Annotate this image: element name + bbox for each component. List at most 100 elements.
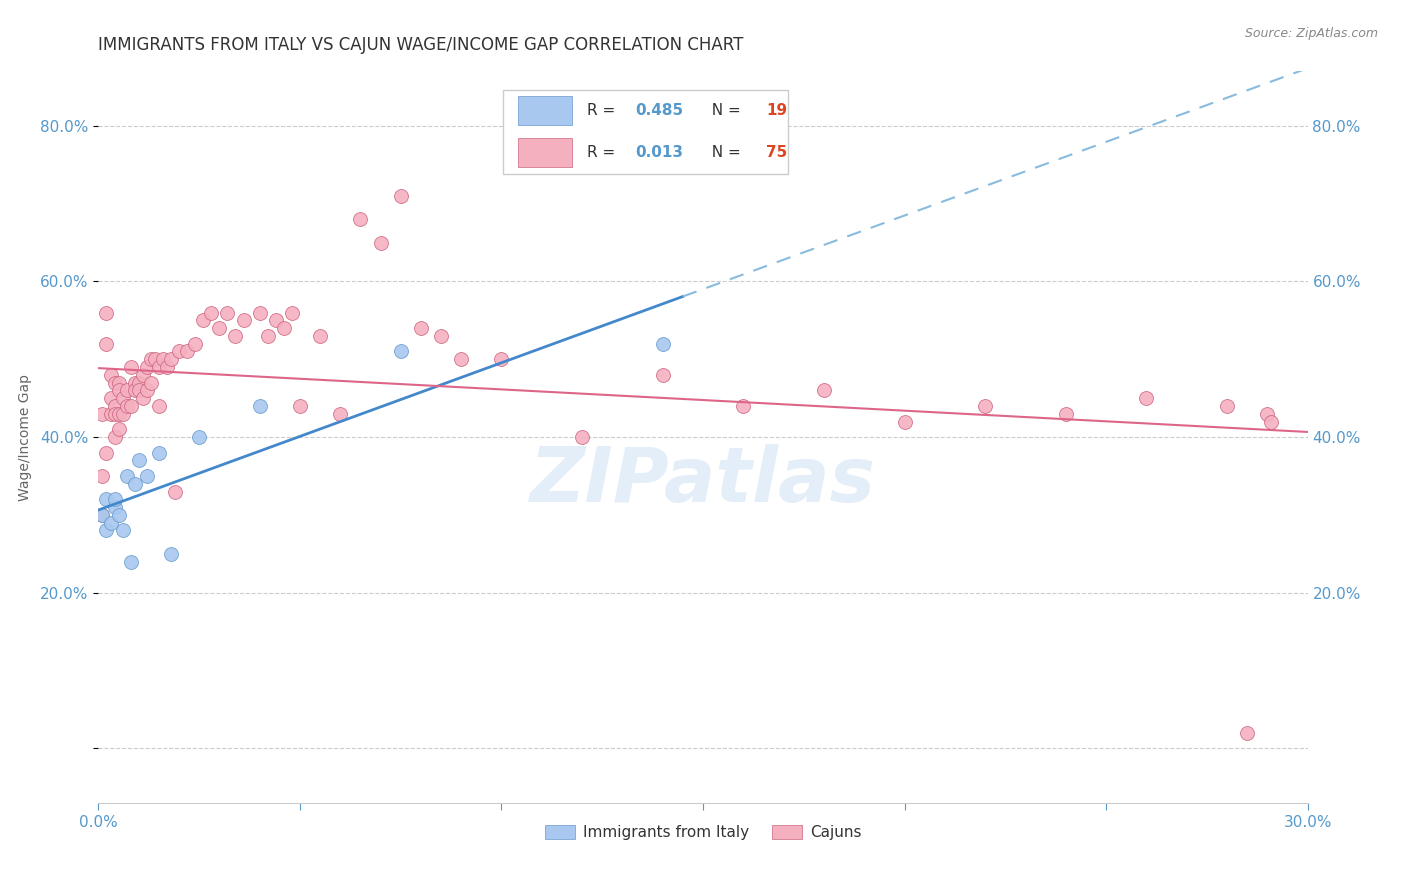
Point	[651, 336, 673, 351]
Point	[309, 329, 332, 343]
Point	[651, 368, 673, 382]
Point	[571, 430, 593, 444]
Point	[1135, 391, 1157, 405]
Point	[1256, 407, 1278, 421]
Point	[103, 492, 125, 507]
Point	[160, 547, 183, 561]
Point	[1216, 399, 1239, 413]
Text: R =: R =	[586, 145, 620, 161]
Point	[193, 313, 215, 327]
Point	[491, 352, 513, 367]
Point	[107, 422, 129, 436]
Text: ZIPatlas: ZIPatlas	[530, 444, 876, 518]
Point	[430, 329, 453, 343]
Text: IMMIGRANTS FROM ITALY VS CAJUN WAGE/INCOME GAP CORRELATION CHART: IMMIGRANTS FROM ITALY VS CAJUN WAGE/INCO…	[98, 36, 744, 54]
Point	[389, 189, 412, 203]
Legend: Immigrants from Italy, Cajuns: Immigrants from Italy, Cajuns	[538, 819, 868, 847]
Point	[132, 368, 155, 382]
Point	[249, 399, 271, 413]
Point	[264, 313, 287, 327]
Point	[974, 399, 997, 413]
Point	[370, 235, 392, 250]
Point	[124, 376, 146, 390]
Point	[132, 391, 155, 405]
Point	[389, 344, 412, 359]
Point	[217, 305, 239, 319]
FancyBboxPatch shape	[517, 138, 572, 168]
Point	[281, 305, 304, 319]
Point	[224, 329, 246, 343]
Point	[120, 399, 142, 413]
Text: 0.013: 0.013	[636, 145, 683, 161]
Point	[111, 524, 134, 538]
Point	[184, 336, 207, 351]
FancyBboxPatch shape	[503, 90, 787, 174]
Text: N =: N =	[702, 145, 745, 161]
Point	[208, 321, 231, 335]
Text: R =: R =	[586, 103, 620, 118]
Point	[115, 399, 138, 413]
Text: 75: 75	[766, 145, 787, 161]
Point	[103, 430, 125, 444]
Point	[107, 384, 129, 398]
Point	[120, 359, 142, 374]
Point	[249, 305, 271, 319]
Point	[148, 359, 170, 374]
Point	[107, 508, 129, 522]
Point	[1054, 407, 1077, 421]
Point	[91, 469, 114, 483]
Point	[128, 376, 150, 390]
Point	[329, 407, 352, 421]
Point	[128, 384, 150, 398]
Point	[139, 376, 162, 390]
Point	[200, 305, 222, 319]
Point	[163, 484, 186, 499]
Point	[139, 352, 162, 367]
Point	[188, 430, 211, 444]
Point	[176, 344, 198, 359]
Point	[148, 445, 170, 459]
Point	[91, 508, 114, 522]
Point	[111, 407, 134, 421]
Point	[160, 352, 183, 367]
Point	[96, 336, 118, 351]
Point	[156, 359, 179, 374]
Point	[1260, 415, 1282, 429]
Point	[288, 399, 311, 413]
Point	[152, 352, 174, 367]
Point	[256, 329, 278, 343]
Point	[100, 407, 122, 421]
Point	[103, 407, 125, 421]
Point	[96, 524, 118, 538]
Point	[128, 453, 150, 467]
Point	[232, 313, 254, 327]
Point	[96, 492, 118, 507]
Text: 0.485: 0.485	[636, 103, 683, 118]
Point	[120, 555, 142, 569]
Point	[450, 352, 472, 367]
Point	[100, 368, 122, 382]
Point	[135, 359, 157, 374]
Point	[124, 476, 146, 491]
Point	[103, 376, 125, 390]
Point	[124, 384, 146, 398]
Point	[409, 321, 432, 335]
Point	[813, 384, 835, 398]
Text: N =: N =	[702, 103, 745, 118]
Point	[893, 415, 915, 429]
Text: Source: ZipAtlas.com: Source: ZipAtlas.com	[1244, 27, 1378, 40]
Point	[167, 344, 190, 359]
Point	[115, 469, 138, 483]
Point	[103, 500, 125, 515]
Point	[111, 391, 134, 405]
Text: 19: 19	[766, 103, 787, 118]
Point	[135, 384, 157, 398]
FancyBboxPatch shape	[517, 96, 572, 125]
Point	[96, 305, 118, 319]
Point	[115, 384, 138, 398]
Point	[100, 391, 122, 405]
Point	[273, 321, 295, 335]
Point	[135, 469, 157, 483]
Y-axis label: Wage/Income Gap: Wage/Income Gap	[18, 374, 32, 500]
Point	[107, 407, 129, 421]
